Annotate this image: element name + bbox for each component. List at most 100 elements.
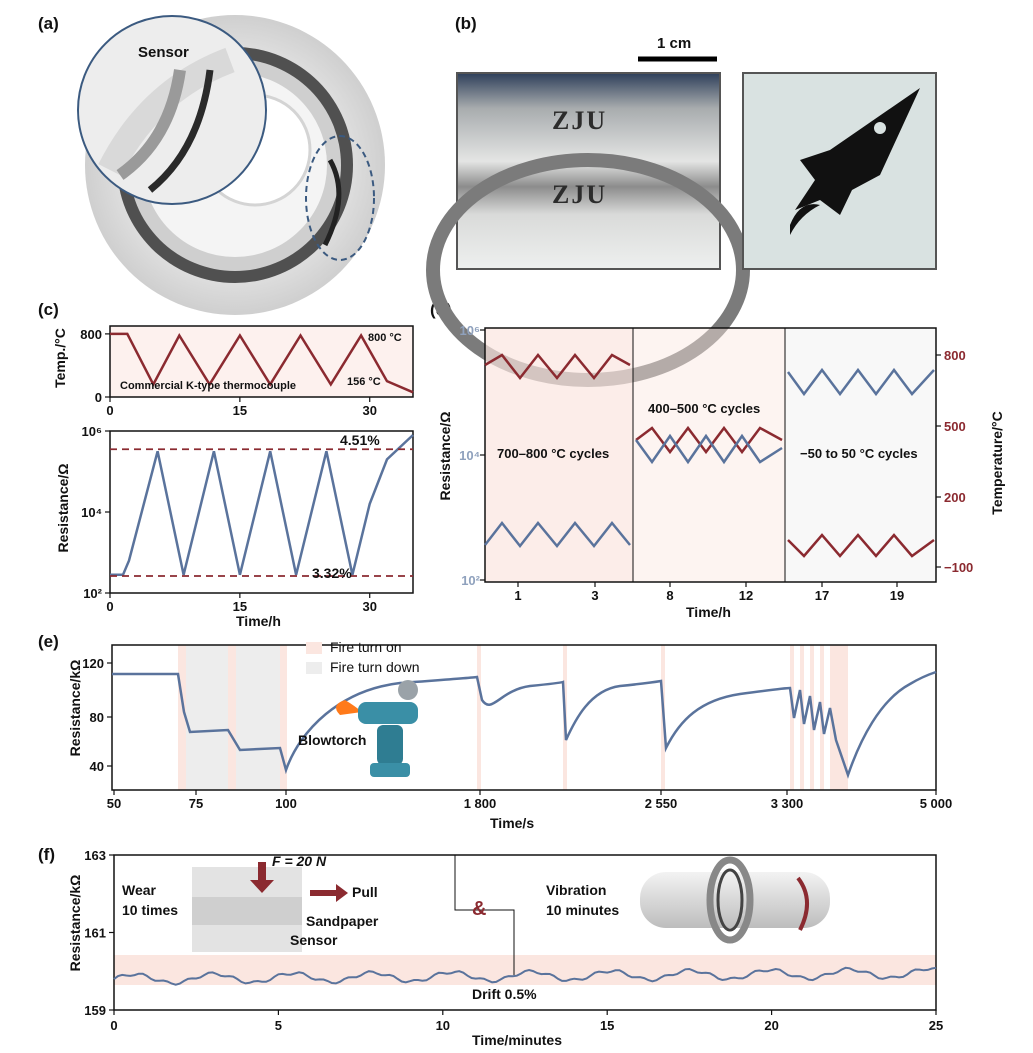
d-ytick-right-label: 200 bbox=[944, 490, 966, 505]
f-series bbox=[113, 966, 937, 986]
f-ytick-label: 161 bbox=[84, 926, 106, 941]
wear-illustration bbox=[192, 862, 348, 952]
d-ytick-left-label: 10² bbox=[461, 573, 480, 588]
sensor-label: Sensor bbox=[138, 44, 189, 61]
f-annotation-force: F = 20 N bbox=[272, 853, 327, 869]
photo-rocket bbox=[742, 72, 937, 270]
force-arrow-icon bbox=[250, 862, 274, 893]
c-bottom-ytick-label: 10² bbox=[83, 586, 102, 601]
chart-d: 1 3 8 12 17 19 10² 10⁴ 10⁶ −100 200 500 800 bbox=[459, 323, 973, 603]
chart-c-bottom: 0 15 30 10² 10⁴ 10⁶ bbox=[81, 424, 414, 614]
c-bottom-xtick-label: 30 bbox=[362, 599, 376, 614]
d-xlabel: Time/h bbox=[686, 604, 731, 620]
d-xtick-label: 12 bbox=[739, 588, 753, 603]
panel-label-b: (b) bbox=[455, 14, 477, 33]
e-xtick-label: 2 550 bbox=[645, 796, 678, 811]
d-temp-series-2 bbox=[635, 425, 783, 455]
c-bottom-xlabel: Time/h bbox=[236, 613, 281, 629]
c-bottom-annotation-4.51: 4.51% bbox=[340, 432, 380, 448]
stamp-text-upper: ZJU bbox=[552, 106, 608, 135]
e-fire-on-band bbox=[477, 645, 481, 790]
vibration-illustration bbox=[640, 856, 830, 944]
c-top-ylabel: Temp./°C bbox=[52, 328, 68, 388]
rotation-arrow-icon bbox=[796, 876, 809, 931]
f-annotation-pull: Pull bbox=[352, 884, 378, 900]
c-top-ytick-label: 0 bbox=[95, 390, 102, 405]
f-annotation-vibration: Vibration bbox=[546, 882, 607, 898]
d-ylabel-right: Temperature/°C bbox=[989, 411, 1005, 515]
e-xlabel: Time/s bbox=[490, 815, 535, 831]
c-bottom-xtick-label: 0 bbox=[106, 599, 113, 614]
f-annotation-wear-times: 10 times bbox=[122, 902, 179, 918]
blowtorch-icon bbox=[336, 680, 418, 777]
e-annotation-blowtorch: Blowtorch bbox=[298, 732, 367, 748]
e-legend-swatch-on bbox=[306, 642, 322, 654]
d-temp-series-1 bbox=[484, 353, 631, 381]
e-fire-down-band bbox=[236, 645, 280, 790]
f-annotation-drift: Drift 0.5% bbox=[472, 986, 537, 1002]
d-res-series-1 bbox=[484, 520, 631, 549]
f-annotation-vibration-duration: 10 minutes bbox=[546, 902, 620, 918]
panel-label-f: (f) bbox=[38, 845, 55, 864]
e-fire-down-band bbox=[186, 645, 228, 790]
d-region-label-2: 400–500 °C cycles bbox=[648, 401, 761, 416]
c-bottom-ylabel: Resistance/Ω bbox=[55, 463, 71, 553]
f-annotation-wear: Wear bbox=[122, 882, 156, 898]
f-xtick-label: 0 bbox=[110, 1018, 117, 1033]
e-fire-on-band bbox=[280, 645, 287, 790]
c-top-annotation-800: 800 °C bbox=[368, 332, 402, 344]
c-bottom-series bbox=[110, 434, 414, 577]
e-series bbox=[112, 670, 937, 779]
d-res-series-2 bbox=[634, 433, 783, 465]
d-xtick-label: 19 bbox=[890, 588, 904, 603]
e-xtick-label: 1 800 bbox=[464, 796, 497, 811]
e-xtick-label: 50 bbox=[107, 796, 121, 811]
d-ytick-right-label: 800 bbox=[944, 348, 966, 363]
c-top-ytick-label: 800 bbox=[80, 327, 102, 342]
d-ylabel-left: Resistance/Ω bbox=[437, 411, 453, 501]
d-ytick-left-label: 10⁶ bbox=[460, 323, 480, 338]
c-bottom-xtick-label: 15 bbox=[233, 599, 247, 614]
d-res-series-3 bbox=[786, 367, 935, 397]
panel-label-c: (c) bbox=[38, 300, 59, 319]
f-annotation-ampersand: & bbox=[472, 898, 487, 920]
chart-f: 0 5 10 15 20 25 159 161 163 bbox=[84, 848, 943, 1033]
bearing-illustration bbox=[77, 15, 385, 315]
scale-bar-label: 1 cm bbox=[657, 35, 692, 52]
e-legend-fire-down: Fire turn down bbox=[330, 659, 420, 675]
stamp-text-lower: ZJU bbox=[552, 180, 608, 209]
d-region-label-1: 700–800 °C cycles bbox=[497, 446, 610, 461]
e-fire-on-band bbox=[228, 645, 236, 790]
f-bracket bbox=[454, 855, 515, 975]
c-top-xtick-label: 15 bbox=[233, 403, 247, 418]
d-xtick-label: 17 bbox=[815, 588, 829, 603]
e-ylabel: Resistance/kΩ bbox=[67, 659, 83, 757]
e-ytick-label: 40 bbox=[90, 759, 104, 774]
f-xlabel: Time/minutes bbox=[472, 1032, 562, 1048]
e-fire-on-band bbox=[178, 645, 186, 790]
f-xtick-label: 15 bbox=[600, 1018, 614, 1033]
c-top-frame bbox=[109, 325, 414, 398]
d-ytick-right-label: 500 bbox=[944, 419, 966, 434]
e-fire-on-band bbox=[830, 645, 848, 790]
d-xtick-label: 1 bbox=[514, 588, 521, 603]
e-xtick-label: 75 bbox=[189, 796, 203, 811]
c-bottom-ytick-label: 10⁴ bbox=[81, 505, 102, 520]
d-ytick-left-label: 10⁴ bbox=[459, 448, 480, 463]
d-ytick-right-label: −100 bbox=[944, 560, 973, 575]
f-xtick-label: 10 bbox=[436, 1018, 450, 1033]
f-xtick-label: 20 bbox=[764, 1018, 778, 1033]
f-ylabel: Resistance/kΩ bbox=[67, 874, 83, 972]
c-bottom-annotation-3.32: 3.32% bbox=[312, 565, 352, 581]
e-xtick-label: 5 000 bbox=[920, 796, 953, 811]
pull-arrow-icon bbox=[310, 884, 348, 902]
chart-e: 50 75 100 1 800 2 550 3 300 5 000 40 80 120 bbox=[82, 642, 952, 811]
c-top-annotation-156: 156 °C bbox=[347, 376, 381, 388]
f-ytick-label: 159 bbox=[84, 1003, 106, 1018]
e-xtick-label: 3 300 bbox=[771, 796, 804, 811]
e-ytick-label: 80 bbox=[90, 710, 104, 725]
c-bottom-ytick-label: 10⁶ bbox=[82, 424, 102, 439]
chart-c-top: 0 15 30 0 800 bbox=[80, 325, 414, 418]
e-legend-fire-on: Fire turn on bbox=[330, 639, 402, 655]
